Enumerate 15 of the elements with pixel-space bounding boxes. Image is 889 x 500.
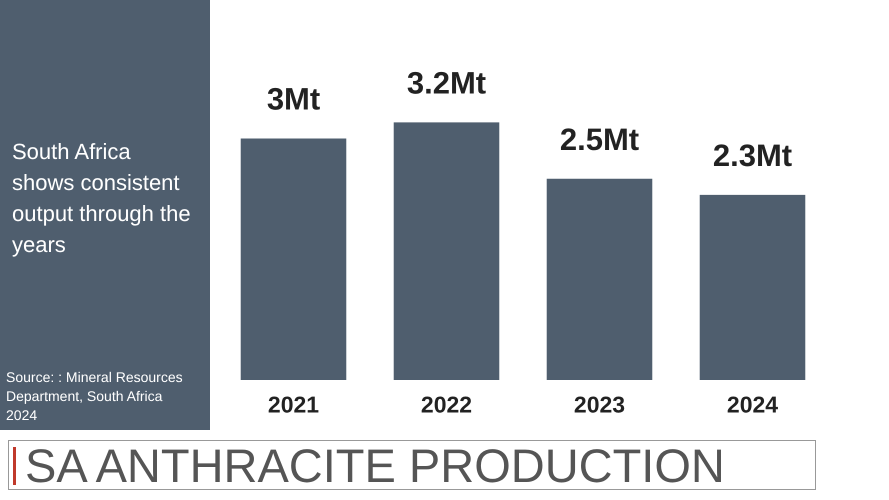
x-tick-label: 2021 [268,392,320,418]
data-label: 2.5Mt [560,122,640,157]
bar [240,138,346,380]
data-label: 3Mt [266,82,320,117]
data-label: 2.3Mt [712,138,792,173]
data-label: 3.2Mt [406,65,486,100]
x-tick-label: 2023 [574,392,626,418]
bar [546,178,652,380]
bar [700,194,806,380]
source-note: Source: : Mineral Resources Department, South Africa 2024 [6,368,184,425]
text: SA ANTHRACITE PRODUCTION [25,439,725,492]
x-tick-label: 2024 [726,392,778,418]
bar [394,122,500,380]
x-tick-label: 2022 [420,392,472,418]
text: South Africa shows consistent output through the years [12,138,192,259]
